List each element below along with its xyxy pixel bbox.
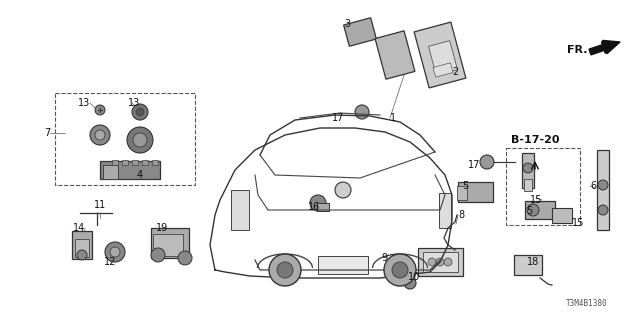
Bar: [102, 165, 118, 179]
Bar: [318, 256, 368, 274]
Bar: [439, 193, 451, 228]
Text: 14: 14: [73, 223, 85, 233]
Bar: [417, 248, 463, 276]
Circle shape: [428, 258, 436, 266]
Bar: [142, 159, 148, 164]
Bar: [100, 161, 160, 179]
Text: B-17-20: B-17-20: [511, 135, 559, 145]
Bar: [122, 159, 128, 164]
Bar: [152, 159, 158, 164]
Bar: [524, 179, 532, 191]
Bar: [552, 207, 572, 222]
Circle shape: [480, 155, 494, 169]
FancyArrow shape: [589, 40, 620, 55]
Text: 6: 6: [590, 181, 596, 191]
Bar: [433, 63, 453, 77]
Bar: [317, 203, 329, 211]
Circle shape: [132, 104, 148, 120]
Text: 9: 9: [382, 253, 388, 263]
Circle shape: [90, 125, 110, 145]
Bar: [132, 159, 138, 164]
Bar: [231, 190, 249, 230]
Text: 10: 10: [408, 272, 420, 282]
Circle shape: [105, 242, 125, 262]
Bar: [457, 186, 467, 200]
Text: 11: 11: [94, 200, 106, 210]
Circle shape: [355, 105, 369, 119]
Text: T3M4B1380: T3M4B1380: [566, 299, 608, 308]
Text: 18: 18: [527, 257, 540, 267]
Circle shape: [269, 254, 301, 286]
Circle shape: [277, 262, 293, 278]
Circle shape: [110, 247, 120, 257]
Bar: [506, 148, 580, 225]
Circle shape: [95, 105, 105, 115]
Circle shape: [598, 180, 608, 190]
Bar: [429, 41, 458, 75]
Circle shape: [523, 163, 533, 173]
Bar: [112, 159, 118, 164]
Bar: [458, 182, 493, 202]
Circle shape: [335, 182, 351, 198]
Text: 7: 7: [44, 128, 50, 138]
Text: 4: 4: [137, 170, 143, 180]
Bar: [375, 31, 415, 79]
Text: FR.: FR.: [567, 45, 588, 55]
Text: 17: 17: [332, 113, 344, 123]
Circle shape: [384, 254, 416, 286]
Text: 1: 1: [390, 113, 396, 123]
Bar: [414, 22, 466, 88]
Circle shape: [598, 205, 608, 215]
Text: 17: 17: [468, 160, 480, 170]
Bar: [525, 201, 555, 219]
Circle shape: [151, 248, 165, 262]
Bar: [55, 93, 195, 185]
Circle shape: [310, 195, 326, 211]
Text: 8: 8: [458, 210, 464, 220]
Bar: [75, 239, 89, 257]
Circle shape: [392, 262, 408, 278]
Circle shape: [444, 258, 452, 266]
Text: 12: 12: [104, 257, 116, 267]
Circle shape: [136, 108, 144, 116]
Text: 16: 16: [308, 202, 320, 212]
Bar: [72, 231, 92, 259]
Bar: [597, 150, 609, 230]
Text: 5: 5: [462, 181, 468, 191]
Text: 3: 3: [344, 19, 350, 29]
Text: 2: 2: [452, 67, 458, 77]
Circle shape: [178, 251, 192, 265]
Circle shape: [404, 277, 416, 289]
Text: 19: 19: [156, 223, 168, 233]
Bar: [151, 228, 189, 258]
Circle shape: [127, 127, 153, 153]
Circle shape: [133, 133, 147, 147]
Text: 15: 15: [572, 218, 584, 228]
Bar: [514, 255, 542, 275]
Text: 15: 15: [530, 195, 542, 205]
Bar: [344, 18, 376, 46]
Circle shape: [527, 204, 539, 216]
Text: 13: 13: [128, 98, 140, 108]
Circle shape: [436, 258, 444, 266]
Circle shape: [77, 250, 87, 260]
Text: 5: 5: [526, 206, 532, 216]
Text: 13: 13: [77, 98, 90, 108]
Bar: [522, 153, 534, 188]
Bar: [422, 252, 458, 272]
Circle shape: [95, 130, 105, 140]
Bar: [153, 234, 183, 256]
